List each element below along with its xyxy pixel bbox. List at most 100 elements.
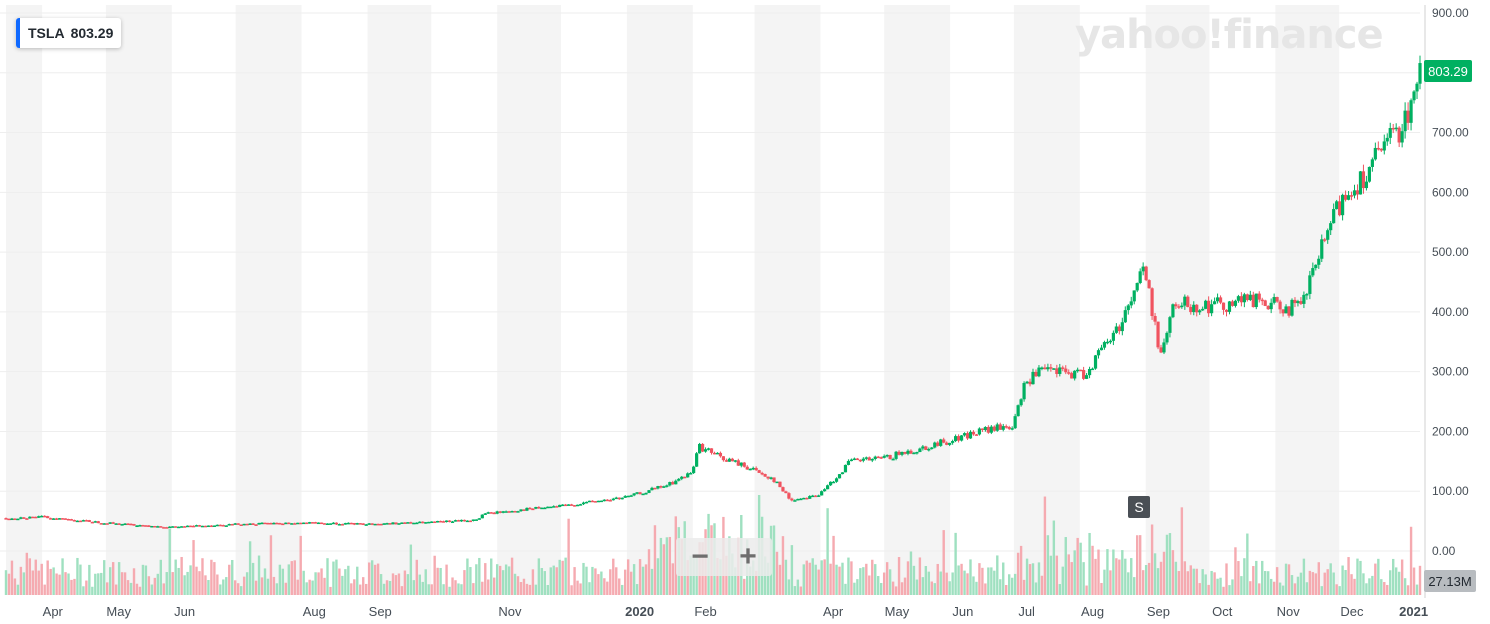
candle-body xyxy=(1245,294,1249,301)
candle-body xyxy=(471,519,475,521)
volume-bar xyxy=(915,579,919,595)
candle-body xyxy=(653,487,657,490)
candle-body xyxy=(296,522,300,525)
volume-bar xyxy=(472,583,475,595)
candle-body xyxy=(751,467,755,470)
volume-bar xyxy=(847,557,850,595)
candle-body xyxy=(313,522,318,524)
candle-body xyxy=(1153,315,1157,322)
month-band xyxy=(884,5,951,595)
volume-bar xyxy=(460,584,463,595)
candle-body xyxy=(162,527,166,529)
candle-body xyxy=(236,523,240,525)
candle-body xyxy=(867,457,871,461)
x-tick-label: May xyxy=(885,604,910,619)
candle-body xyxy=(540,507,544,510)
volume-bar xyxy=(734,567,737,595)
candle-body xyxy=(733,460,737,462)
candle-body xyxy=(572,505,577,507)
volume-bar xyxy=(618,578,621,595)
candle-body xyxy=(962,433,967,436)
candle-body xyxy=(367,523,371,525)
candle-body xyxy=(977,428,982,435)
volume-bar xyxy=(123,572,127,595)
volume-bar xyxy=(174,559,177,595)
candle-body xyxy=(605,499,609,502)
candle-body xyxy=(456,520,461,522)
volume-bar xyxy=(537,558,541,595)
month-band xyxy=(235,5,302,595)
volume-bar xyxy=(19,566,23,595)
x-tick-label: Feb xyxy=(694,604,716,619)
volume-bar xyxy=(1415,584,1419,595)
zoom-out-button[interactable]: − xyxy=(691,540,709,573)
volume-bar xyxy=(829,563,832,595)
volume-bar xyxy=(391,573,395,595)
candle-body xyxy=(775,481,779,484)
candle-body xyxy=(772,477,776,482)
candle-body xyxy=(1341,194,1345,216)
volume-bar xyxy=(147,576,151,595)
candle-body xyxy=(188,525,193,528)
candle-body xyxy=(141,525,145,527)
candle-body xyxy=(945,442,949,445)
volume-bar xyxy=(1064,537,1067,595)
volume-bar xyxy=(320,568,323,595)
volume-bar xyxy=(1264,571,1267,595)
volume-bar xyxy=(424,569,427,595)
volume-bar xyxy=(951,572,954,595)
volume-bar xyxy=(564,557,567,595)
volume-bar xyxy=(1368,578,1371,595)
candle-body xyxy=(459,519,464,522)
volume-bar xyxy=(406,574,410,595)
candle-body xyxy=(1272,297,1276,303)
candle-body xyxy=(197,525,202,527)
candle-body xyxy=(1311,268,1315,276)
volume-bar xyxy=(635,584,639,595)
volume-bar xyxy=(1246,533,1249,595)
yahoo-finance-logo: yahoo!finance xyxy=(1075,12,1384,58)
zoom-in-button[interactable]: + xyxy=(739,540,757,573)
candle-body xyxy=(60,518,65,520)
volume-bar xyxy=(126,580,130,595)
volume-bar xyxy=(239,586,243,595)
volume-bar xyxy=(591,566,594,595)
current-volume-badge: 27.13M xyxy=(1424,570,1476,592)
candle-body xyxy=(954,436,958,442)
volume-bar xyxy=(650,568,654,595)
candle-body xyxy=(1230,301,1235,306)
candle-body xyxy=(260,522,264,525)
volume-bar xyxy=(501,570,505,595)
candle-body xyxy=(245,523,249,526)
volume-bar xyxy=(888,569,892,595)
candle-body xyxy=(1183,296,1187,306)
candle-body xyxy=(1037,367,1041,377)
volume-bar xyxy=(799,586,803,595)
volume-bar xyxy=(1335,584,1338,595)
split-event-marker[interactable]: S xyxy=(1128,496,1150,518)
volume-bar xyxy=(64,572,67,595)
candle-body xyxy=(257,522,261,525)
volume-bar xyxy=(573,567,576,595)
candle-body xyxy=(567,504,571,506)
candle-body xyxy=(680,476,684,479)
volume-bar xyxy=(159,559,162,595)
candle-body xyxy=(10,518,14,521)
volume-bar xyxy=(543,571,547,595)
candle-body xyxy=(1233,300,1238,306)
volume-bar xyxy=(1403,578,1407,595)
candle-body xyxy=(641,493,645,496)
volume-bar xyxy=(183,575,186,595)
volume-bar xyxy=(1022,579,1026,595)
candle-body xyxy=(424,522,428,524)
candle-body xyxy=(1296,301,1300,304)
candle-body xyxy=(269,522,273,525)
candle-body xyxy=(319,522,324,525)
candle-body xyxy=(19,517,23,519)
volume-bar xyxy=(987,567,990,595)
candle-body xyxy=(584,501,589,504)
candle-body xyxy=(242,523,246,526)
candle-body xyxy=(433,521,437,524)
volume-bar xyxy=(97,573,100,595)
